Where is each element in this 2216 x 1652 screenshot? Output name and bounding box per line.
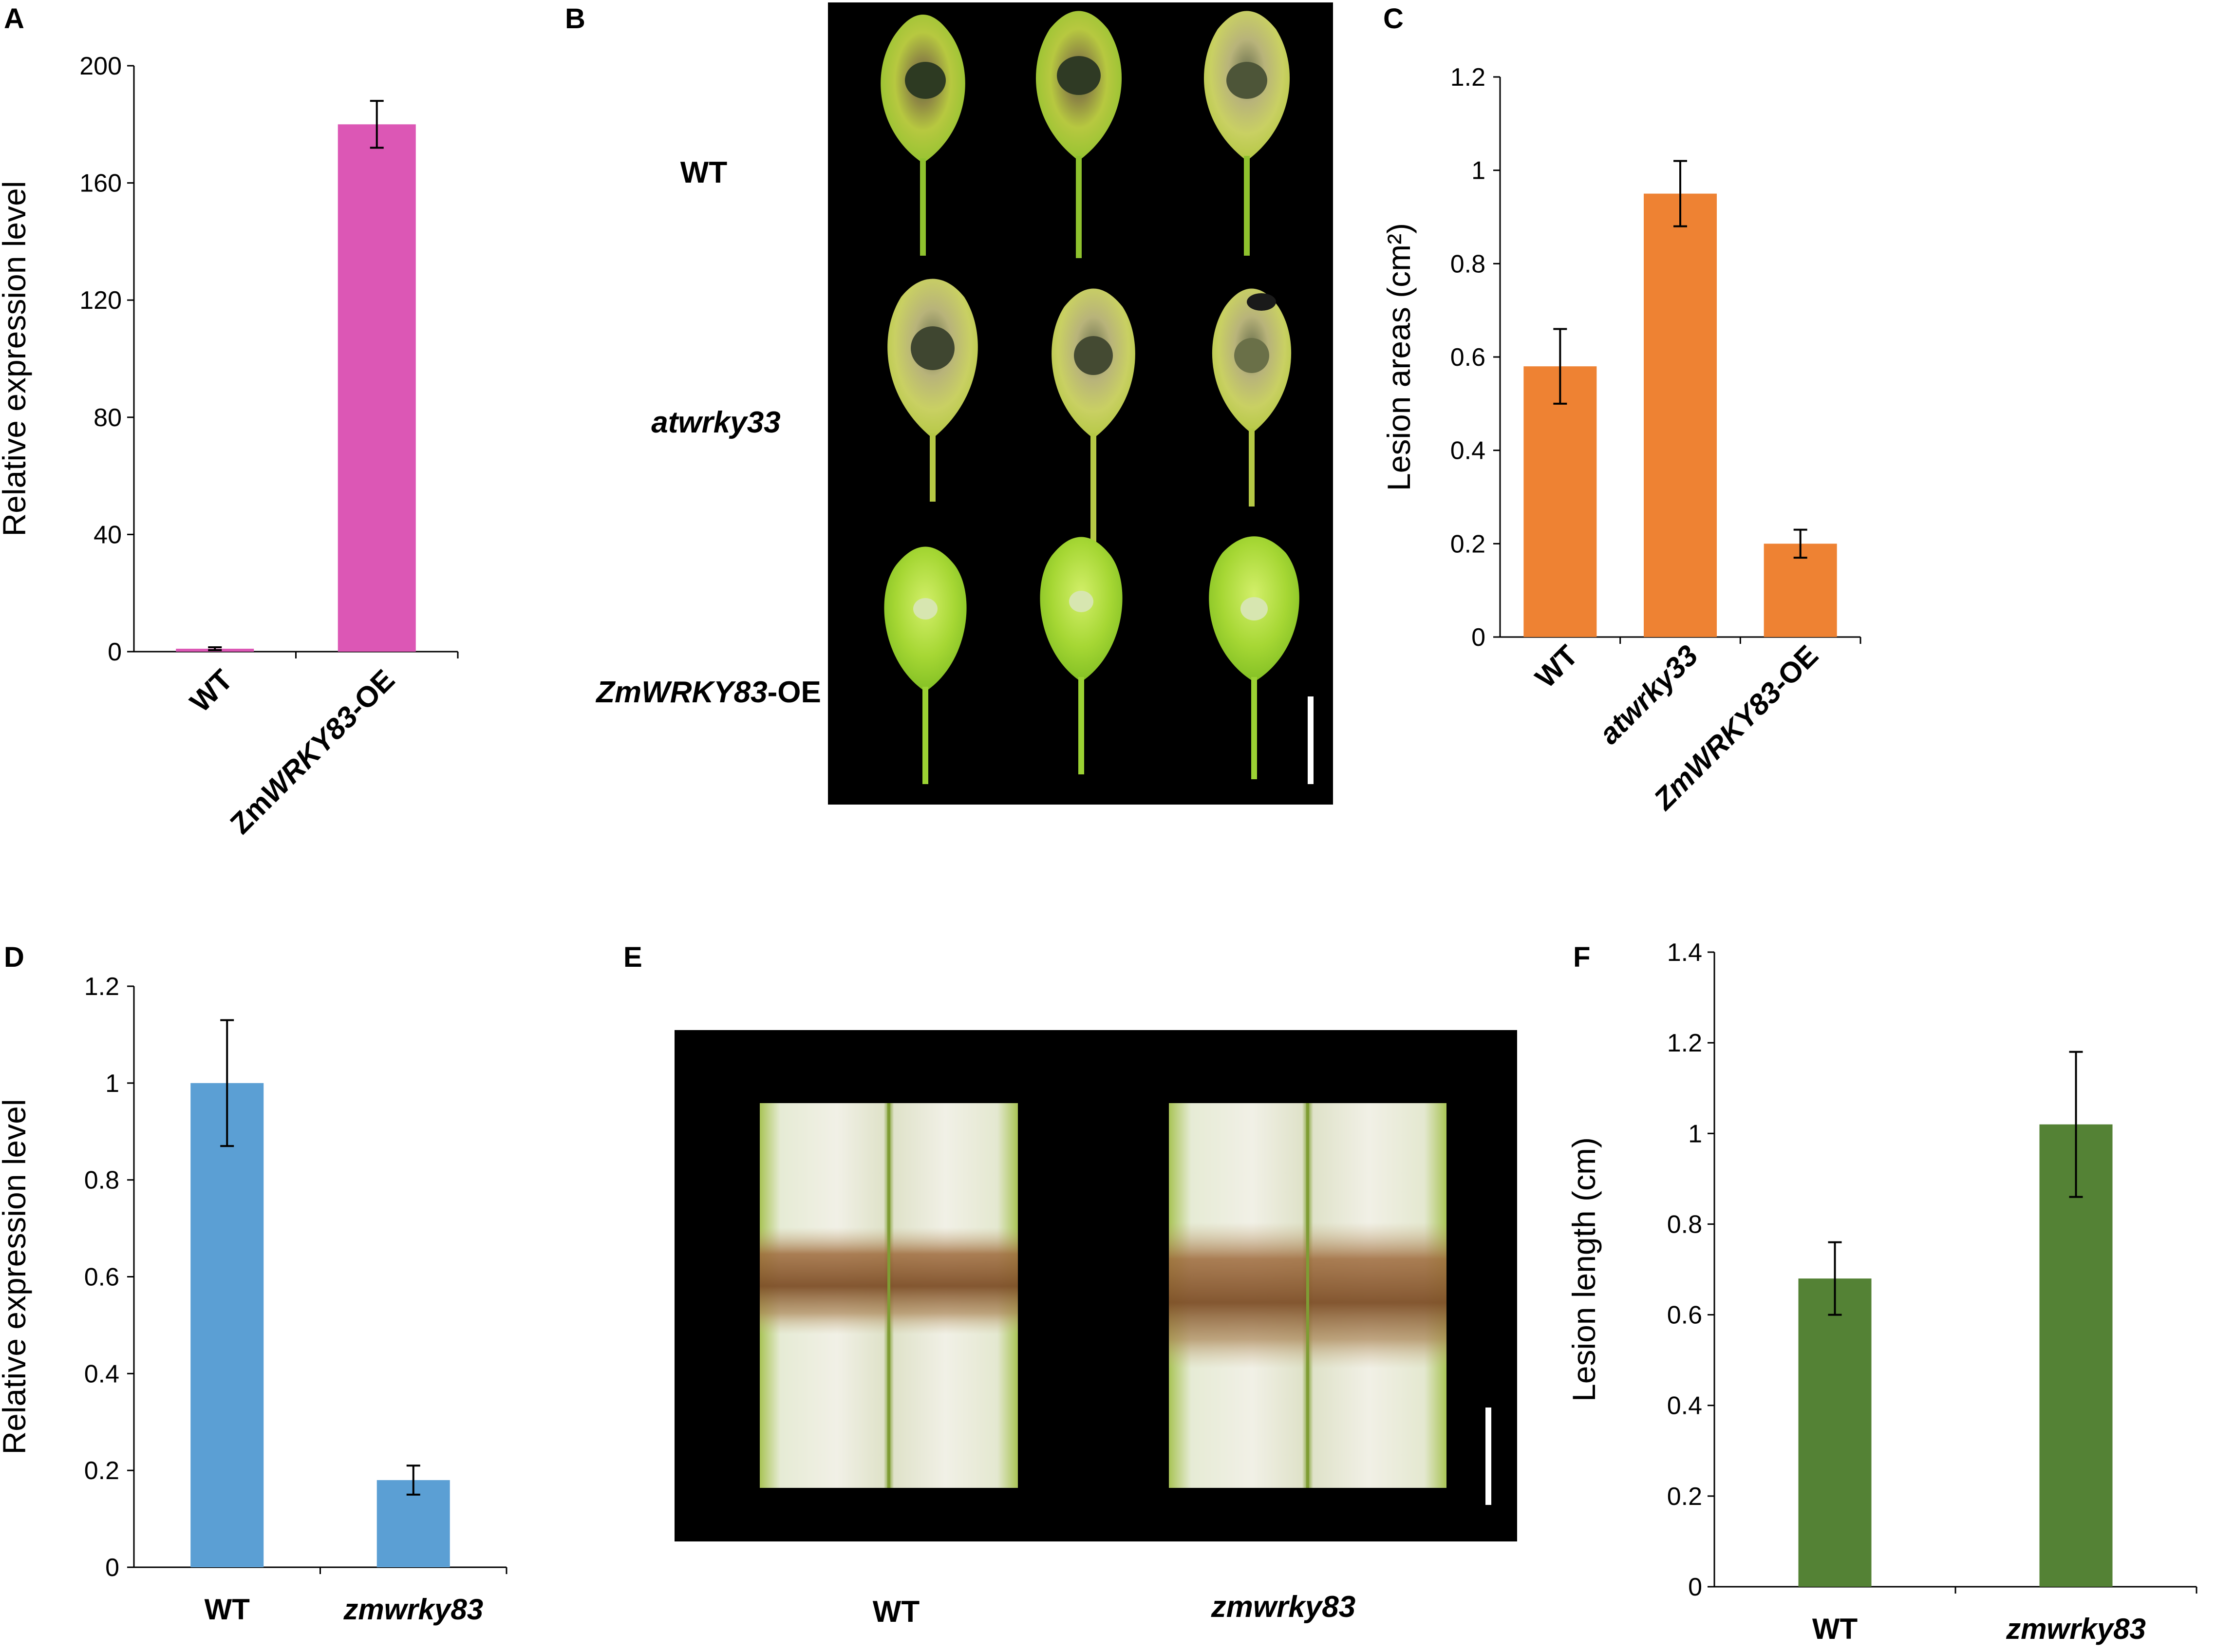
- y-tick-label: 1.2: [1667, 1029, 1702, 1057]
- leaf-image: [887, 279, 978, 502]
- y-tick-label: 1: [1688, 1120, 1702, 1148]
- bar: [2039, 1124, 2113, 1587]
- leaf-image: [1209, 536, 1299, 779]
- y-tick-label: 0: [1471, 623, 1485, 652]
- y-tick-label: 40: [94, 521, 122, 549]
- y-tick-label: 0: [105, 1554, 119, 1582]
- y-axis-title: Relative expression level: [0, 1099, 32, 1454]
- y-tick-label: 0.6: [1450, 343, 1485, 372]
- leaf-image: [881, 15, 965, 256]
- chart-panel-c: 0 0.2 0.4 0.6 0.8 1 1.2 Lesion areas (cm²) WT atw…: [1381, 63, 1861, 816]
- panel-letter-e: E: [623, 941, 642, 973]
- leaf-photo-panel: [828, 2, 1333, 805]
- leaf-image: [884, 546, 967, 784]
- panel-letter-c: C: [1383, 3, 1404, 35]
- leaf-image: [1040, 537, 1123, 774]
- row-label-wt: WT: [680, 156, 728, 189]
- stalk-label-wt: WT: [873, 1595, 920, 1629]
- panel-letter-f: F: [1573, 941, 1590, 973]
- x-category-label: ZmWRKY83-OE: [224, 663, 401, 840]
- y-tick-label: 0.4: [84, 1360, 119, 1388]
- y-tick-label: 0.8: [1667, 1210, 1702, 1239]
- leaf-row-wt: [881, 11, 1290, 258]
- bar: [190, 1083, 264, 1567]
- y-tick-label: 1: [1471, 157, 1485, 185]
- panel-letter-b: B: [565, 3, 585, 35]
- y-tick-label: 1.4: [1667, 939, 1702, 967]
- scale-bar: [1485, 1408, 1491, 1505]
- bar: [338, 124, 416, 652]
- stalk-photo-panel: [675, 1030, 1517, 1541]
- leaf-image: [1052, 288, 1135, 545]
- leaf-image: [1035, 11, 1122, 258]
- y-axis-title: Lesion areas (cm²): [1381, 223, 1417, 491]
- y-tick-label: 80: [94, 404, 122, 432]
- bar: [1523, 366, 1597, 637]
- y-tick-label: 0.2: [1667, 1483, 1702, 1511]
- y-tick-label: 200: [79, 52, 122, 80]
- x-category-label: WT: [205, 1593, 250, 1626]
- y-tick-label: 0.2: [1450, 530, 1485, 558]
- panel-letter-d: D: [4, 941, 24, 973]
- stalk-image-wt: [760, 1103, 1018, 1488]
- y-tick-label: 0.2: [84, 1457, 119, 1485]
- x-category-label: WT: [184, 663, 239, 718]
- panel-letter-a: A: [4, 3, 24, 35]
- y-tick-label: 120: [79, 286, 122, 315]
- y-tick-label: 1: [105, 1070, 119, 1098]
- y-tick-label: 0.8: [84, 1166, 119, 1195]
- y-tick-label: 0.4: [1667, 1392, 1702, 1420]
- x-category-label: WT: [1812, 1613, 1858, 1645]
- scale-bar: [1308, 696, 1314, 784]
- leaf-image: [1203, 11, 1290, 256]
- row-label-zmwrky83-oe: ZmWRKY83-OE: [595, 676, 821, 709]
- leaf-row-zmwrky83-oe: [884, 536, 1299, 784]
- y-axis-title: Relative expression level: [0, 181, 32, 536]
- x-category-label: zmwrky83: [2006, 1613, 2146, 1645]
- stalk-image-zmwrky83: [1169, 1103, 1446, 1488]
- bar: [1764, 544, 1837, 637]
- bar: [1644, 193, 1717, 637]
- bar: [1798, 1278, 1872, 1587]
- leaf-image: [1212, 288, 1292, 507]
- y-tick-label: 0.4: [1450, 437, 1485, 465]
- x-category-label: WT: [1529, 639, 1584, 694]
- x-category-label: zmwrky83: [343, 1593, 483, 1626]
- y-tick-label: 160: [79, 169, 122, 198]
- y-tick-label: 0.6: [84, 1263, 119, 1292]
- row-label-atwrky33: atwrky33: [651, 406, 780, 439]
- x-category-label: atwrky33: [1593, 639, 1704, 751]
- y-axis-title: Lesion length (cm): [1566, 1137, 1602, 1402]
- leaf-row-atwrky33: [887, 279, 1292, 545]
- y-tick-label: 1.2: [84, 973, 119, 1001]
- stalk-label-zmwrky83: zmwrky83: [1211, 1590, 1355, 1624]
- y-tick-label: 0.6: [1667, 1301, 1702, 1330]
- chart-panel-a: 0 40 80 120 160 200 Relative expression level W…: [0, 52, 459, 840]
- y-tick-label: 0: [1688, 1573, 1702, 1601]
- y-tick-label: 0: [108, 638, 122, 666]
- y-tick-label: 0.8: [1450, 250, 1485, 278]
- chart-panel-f: 0 0.2 0.4 0.6 0.8 1 1.2 1.4 Lesion length (cm) WT…: [1566, 939, 2197, 1645]
- y-tick-label: 1.2: [1450, 63, 1485, 92]
- chart-panel-d: 0 0.2 0.4 0.6 0.8 1 1.2 Relative expression lev…: [0, 973, 507, 1626]
